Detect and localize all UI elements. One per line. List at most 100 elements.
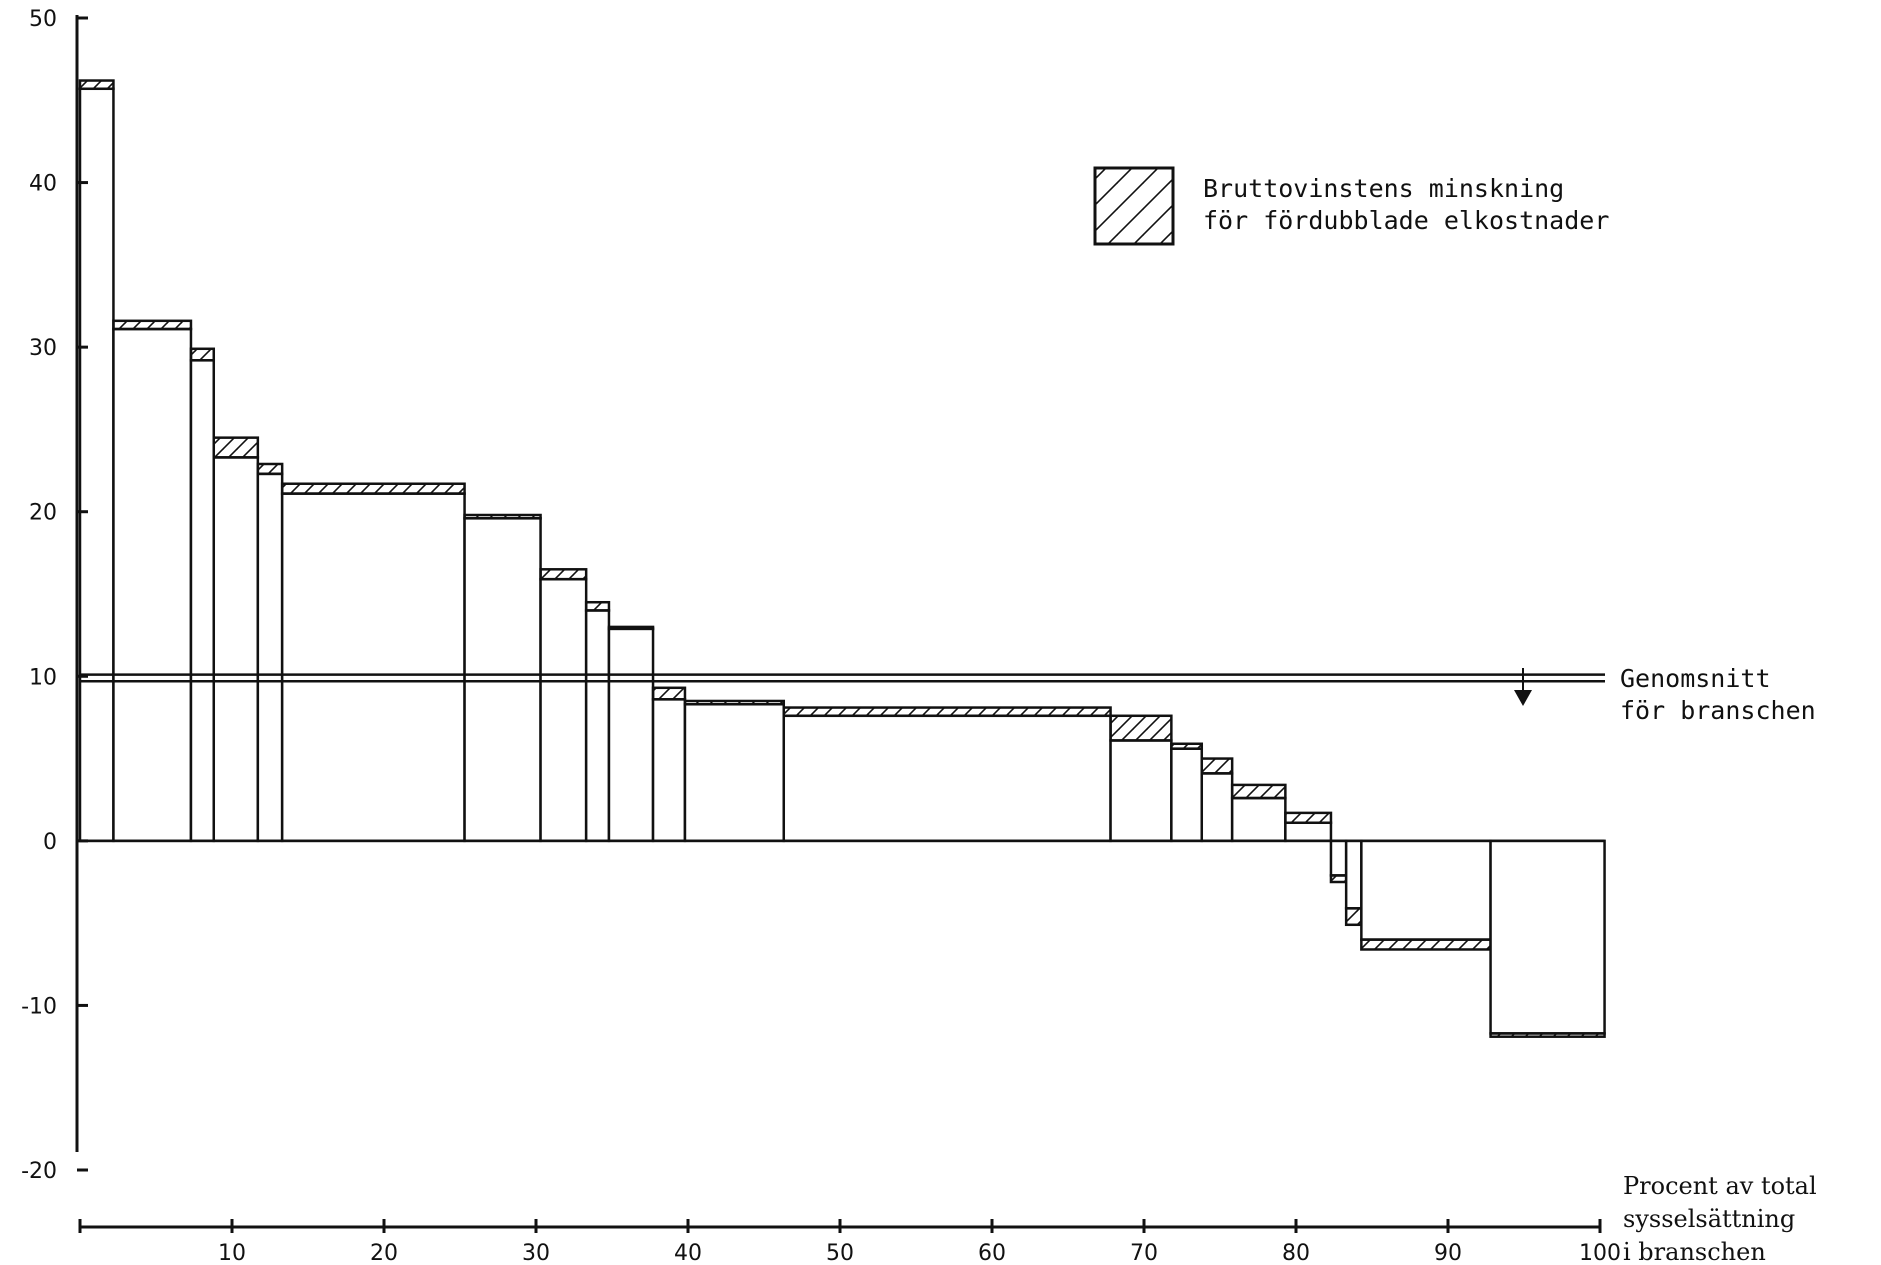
y-tick-label: 50 xyxy=(29,7,57,32)
x-axis-label-line-2: sysselsättning xyxy=(1623,1205,1795,1233)
bar-body xyxy=(78,87,115,843)
reference-line-label: Genomsnitt för branschen xyxy=(1514,664,1816,725)
bar-14 xyxy=(1109,714,1173,843)
bar-hatched-segment xyxy=(212,436,260,459)
x-tick-label: 60 xyxy=(978,1241,1006,1265)
y-axis-ticks: -20 -10 0 10 20 30 40 50 xyxy=(21,7,88,1184)
x-tick-label: 30 xyxy=(522,1241,550,1265)
bar-19 xyxy=(1329,839,1348,884)
bar-hatched-segment xyxy=(189,347,216,362)
y-tick-label: 20 xyxy=(29,501,57,526)
bar-hatched-segment xyxy=(1230,783,1287,800)
bar-hatched-segment xyxy=(782,706,1112,718)
reference-line-label-line-2: för branschen xyxy=(1620,696,1816,725)
y-tick-label: 30 xyxy=(29,336,57,361)
bars-layer xyxy=(78,79,1606,1038)
bar-body xyxy=(1230,796,1287,843)
bar-body xyxy=(256,472,284,843)
bar-body xyxy=(189,359,216,843)
bar-12 xyxy=(683,699,786,843)
bar-hatched-segment xyxy=(1489,1032,1606,1038)
bar-hatched-segment xyxy=(1170,742,1204,750)
bar-body xyxy=(280,492,466,843)
bar-hatched-segment xyxy=(607,625,655,631)
bar-5 xyxy=(256,462,284,843)
bar-1 xyxy=(78,79,115,843)
bar-hatched-segment xyxy=(463,513,542,520)
bar-hatched-segment xyxy=(1200,757,1234,775)
reference-line xyxy=(80,673,1605,683)
legend-label-line-1: Bruttovinstens minskning xyxy=(1203,174,1564,203)
bar-16 xyxy=(1200,757,1234,843)
bar-body xyxy=(1360,839,1492,941)
bar-hatched-segment xyxy=(1360,938,1492,951)
x-axis-label-line-3: i branschen xyxy=(1623,1238,1766,1265)
bar-body xyxy=(463,517,542,843)
bar-body xyxy=(683,703,786,843)
bar-13 xyxy=(782,706,1112,843)
bar-body xyxy=(651,698,687,843)
bar-9 xyxy=(584,600,611,843)
bar-hatched-segment xyxy=(584,600,611,612)
bar-body xyxy=(782,714,1112,843)
legend-label-line-2: för fördubblade elkostnader xyxy=(1203,206,1609,235)
bar-20 xyxy=(1344,839,1363,927)
bar-hatched-segment xyxy=(1329,874,1348,884)
reference-line-label-line-1: Genomsnitt xyxy=(1620,664,1771,693)
x-tick-label: 20 xyxy=(370,1241,398,1265)
bar-hatched-segment xyxy=(651,686,687,701)
bar-10 xyxy=(607,625,655,843)
bar-21 xyxy=(1360,839,1492,951)
x-axis-ticks: 10 20 30 40 50 60 70 80 90 100 xyxy=(218,1219,1621,1265)
bar-body xyxy=(1489,839,1606,1035)
legend: Bruttovinstens minskning för fördubblade… xyxy=(1093,166,1609,246)
bar-body xyxy=(1284,821,1333,843)
bar-17 xyxy=(1230,783,1287,843)
x-axis-label: Procent av total sysselsättning i bransc… xyxy=(1623,1172,1817,1265)
bar-22 xyxy=(1489,839,1606,1038)
bar-body xyxy=(1329,839,1348,877)
bar-hatched-segment xyxy=(1109,714,1173,742)
bar-body xyxy=(584,609,611,843)
bar-11 xyxy=(651,686,687,843)
x-tick-label: 90 xyxy=(1434,1241,1462,1265)
bar-hatched-segment xyxy=(256,462,284,476)
bar-7 xyxy=(463,513,542,843)
bar-body xyxy=(1170,747,1204,843)
bar-body xyxy=(1200,772,1234,843)
bar-hatched-segment xyxy=(280,482,466,495)
bar-body xyxy=(607,627,655,843)
bar-body xyxy=(539,577,588,843)
y-tick-label: 10 xyxy=(29,665,57,690)
x-tick-label: 70 xyxy=(1130,1241,1158,1265)
legend-swatch xyxy=(1093,166,1175,246)
bar-18 xyxy=(1284,811,1333,843)
y-tick-label: 40 xyxy=(29,172,57,197)
y-tick-label: 0 xyxy=(43,830,57,855)
bar-4 xyxy=(212,436,260,843)
bar-body xyxy=(112,327,193,843)
bar-hatched-segment xyxy=(112,319,193,331)
bar-6 xyxy=(280,482,466,843)
bar-hatched-segment xyxy=(1344,907,1363,927)
y-tick-label: -10 xyxy=(21,994,57,1019)
bar-3 xyxy=(189,347,216,843)
x-axis-label-line-1: Procent av total xyxy=(1623,1172,1817,1200)
bar-hatched-segment xyxy=(683,699,786,706)
x-tick-label: 100 xyxy=(1579,1241,1621,1265)
bar-2 xyxy=(112,319,193,843)
bar-hatched-segment xyxy=(1284,811,1333,825)
x-tick-label: 40 xyxy=(674,1241,702,1265)
x-tick-label: 50 xyxy=(826,1241,854,1265)
bar-body xyxy=(212,456,260,843)
bar-hatched-segment xyxy=(78,79,115,91)
reference-arrow-head xyxy=(1514,690,1532,706)
y-tick-label: -20 xyxy=(21,1159,57,1184)
x-tick-label: 80 xyxy=(1282,1241,1310,1265)
bar-8 xyxy=(539,568,588,843)
bar-hatched-segment xyxy=(539,568,588,581)
bar-15 xyxy=(1170,742,1204,843)
x-tick-label: 10 xyxy=(218,1241,246,1265)
bar-body xyxy=(1344,839,1363,910)
